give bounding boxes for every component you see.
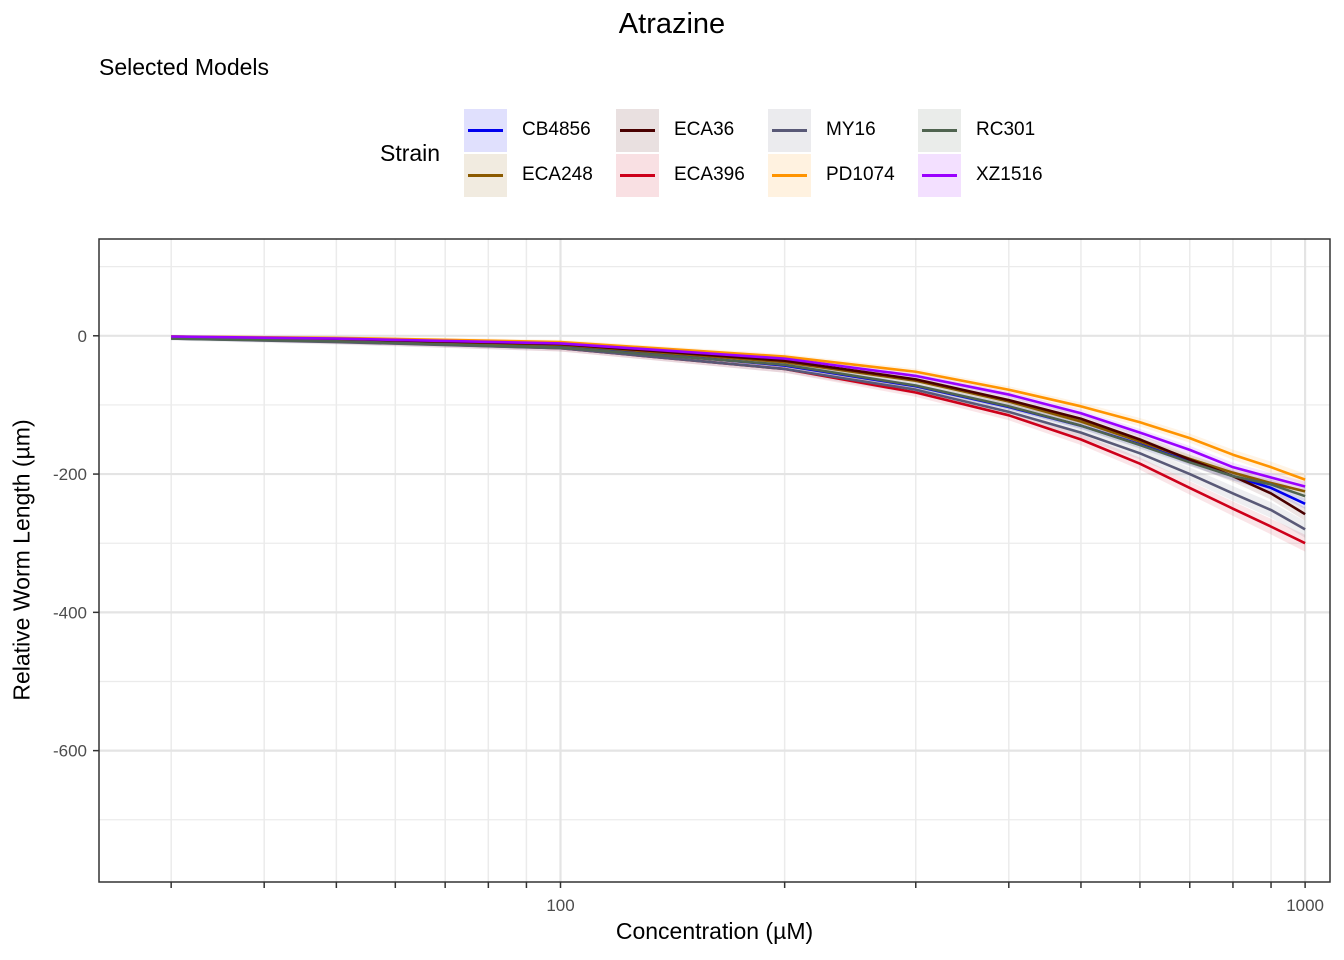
legend-key bbox=[918, 109, 961, 152]
legend-key bbox=[918, 154, 961, 197]
x-tick-label: 1000 bbox=[1286, 896, 1324, 915]
y-tick-label: -400 bbox=[53, 603, 87, 622]
y-tick-label: -200 bbox=[53, 465, 87, 484]
legend-key bbox=[464, 109, 507, 152]
legend-key bbox=[768, 154, 811, 197]
legend-key bbox=[616, 109, 659, 152]
legend-label: CB4856 bbox=[522, 119, 591, 140]
legend-item: ECA248 bbox=[464, 153, 616, 198]
legend-item: ECA396 bbox=[616, 153, 768, 198]
y-axis-label: Relative Worm Length (µm) bbox=[8, 419, 35, 701]
confidence-band-CB4856 bbox=[171, 335, 1306, 509]
legend-key bbox=[464, 154, 507, 197]
legend-key bbox=[616, 154, 659, 197]
legend-item: ECA36 bbox=[616, 108, 768, 153]
plot-border bbox=[98, 238, 1331, 883]
legend-entries: CB4856 ECA36 MY16 RC301 ECA248 ECA396 PD1074 XZ… bbox=[464, 108, 1068, 198]
chart-subtitle: Selected Models bbox=[99, 54, 270, 80]
legend-label: MY16 bbox=[826, 119, 876, 140]
chart-title: Atrazine bbox=[618, 8, 726, 40]
legend-item: PD1074 bbox=[768, 153, 918, 198]
confidence-band-MY16 bbox=[171, 336, 1306, 538]
legend-item: MY16 bbox=[768, 108, 918, 153]
y-tick-label: 0 bbox=[78, 327, 87, 346]
legend-item: CB4856 bbox=[464, 108, 616, 153]
series-line-RC301 bbox=[171, 337, 1306, 498]
legend-label: PD1074 bbox=[826, 164, 895, 185]
legend-label: XZ1516 bbox=[976, 164, 1043, 185]
x-tick-label: 100 bbox=[546, 896, 574, 915]
x-axis-label: Concentration (µM) bbox=[615, 918, 814, 944]
legend-item: XZ1516 bbox=[918, 153, 1068, 198]
legend-label: ECA36 bbox=[674, 119, 735, 140]
confidence-band-ECA396 bbox=[171, 335, 1306, 552]
series-line-XZ1516 bbox=[171, 335, 1306, 488]
legend-item: RC301 bbox=[918, 108, 1068, 153]
legend-key bbox=[768, 109, 811, 152]
legend-label: RC301 bbox=[976, 119, 1036, 140]
legend-label: ECA396 bbox=[674, 164, 745, 185]
y-tick-label: -600 bbox=[53, 742, 87, 761]
plot-panel bbox=[99, 239, 1330, 882]
legend-title: Strain bbox=[380, 140, 441, 166]
legend-label: ECA248 bbox=[522, 164, 593, 185]
